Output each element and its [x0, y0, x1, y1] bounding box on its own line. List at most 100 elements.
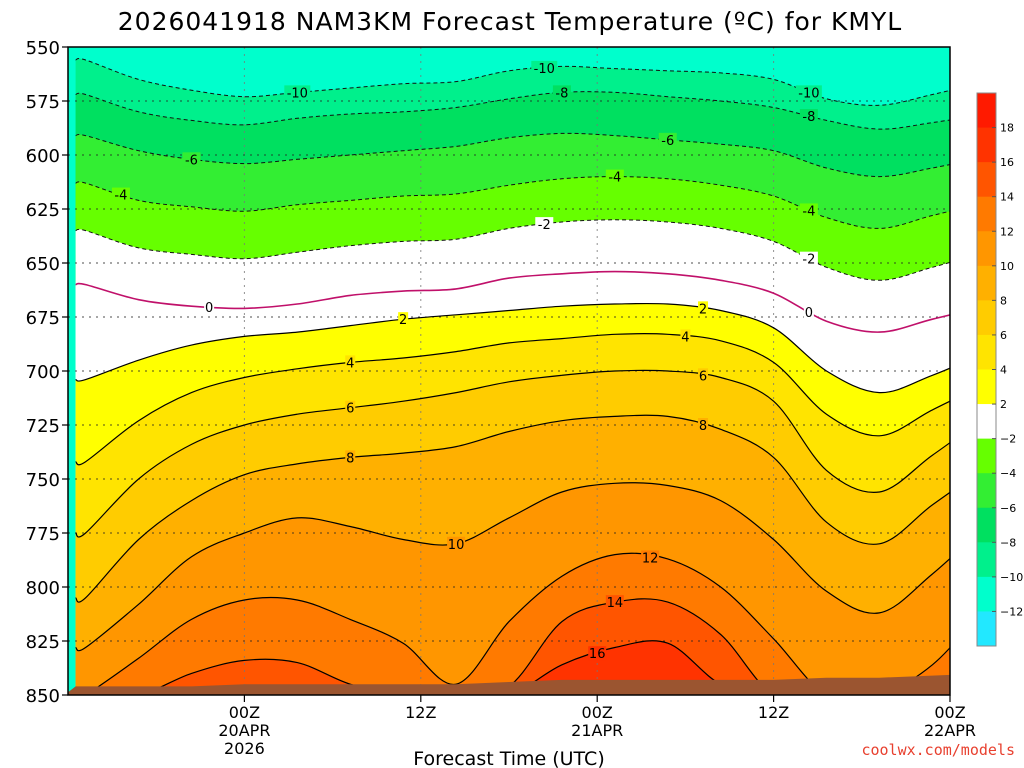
- x-tick-label: 00Z: [934, 703, 965, 722]
- colorbar-swatch: [977, 369, 996, 405]
- x-tick-label: 00Z: [229, 703, 260, 722]
- isotherm-line-6: [75, 369, 950, 538]
- contour-label: 10: [448, 538, 465, 553]
- colorbar-swatch: [977, 196, 996, 232]
- x-tick-label: 20APR: [218, 721, 270, 740]
- contour-label: -10: [287, 86, 308, 101]
- colorbar-swatch: [977, 162, 996, 198]
- y-tick-label: 575: [26, 92, 60, 113]
- colorbar-swatch: [977, 265, 996, 301]
- x-axis-label: Forecast Time (UTC): [413, 748, 604, 768]
- contour-label: -4: [802, 204, 815, 219]
- y-tick-label: 650: [26, 254, 60, 275]
- isotherm-line-minus2: [75, 219, 950, 281]
- isotherm-line-minus6: [75, 132, 950, 178]
- y-tick-label: 825: [26, 632, 60, 653]
- contour-label: -6: [661, 134, 674, 149]
- colorbar-label: 10: [1000, 260, 1014, 273]
- colorbar-label: −4: [1000, 467, 1016, 480]
- contour-label: 0: [805, 306, 813, 321]
- contour-label-bg: [552, 85, 571, 100]
- x-tick-label: 21APR: [571, 721, 623, 740]
- colorbar-label: 16: [1000, 156, 1014, 169]
- contour-label-bg: [111, 187, 130, 202]
- contour-label: -8: [802, 110, 815, 125]
- contour-label: 2: [699, 302, 707, 317]
- contour-label: -2: [538, 218, 551, 233]
- contour-label-bg: [799, 251, 818, 266]
- colorbar-label: 12: [1000, 225, 1014, 238]
- isotherm-line-minus4: [75, 176, 950, 229]
- temperature-fills: [68, 47, 950, 695]
- terrain-fill: [68, 674, 950, 695]
- colorbar-label: −2: [1000, 433, 1016, 446]
- colorbar-label: −10: [1000, 571, 1023, 584]
- contour-label: -8: [555, 86, 568, 101]
- contour-label: -4: [608, 171, 621, 186]
- colorbar-swatch: [977, 576, 996, 612]
- x-tick-label: 12Z: [758, 703, 789, 722]
- contour-label-bg: [803, 304, 814, 319]
- x-tick-label: 22APR: [924, 721, 976, 740]
- contour-label-bg: [799, 109, 818, 124]
- contour-label-bg: [398, 312, 409, 327]
- contour-label: 0: [205, 301, 213, 316]
- contour-label-bg: [698, 301, 709, 316]
- colorbar-label: 6: [1000, 329, 1007, 342]
- x-tick-label: 12Z: [405, 703, 436, 722]
- colorbar-swatch: [977, 611, 996, 647]
- colorbar-swatch: [977, 542, 996, 578]
- grid-lines: [68, 47, 950, 695]
- y-axis: 550 575 600 625 650 675 700 725 750 775 800 825 850: [26, 38, 68, 707]
- contour-label: 6: [346, 402, 354, 417]
- contour-labels: -10-10 -10-8-8-6-6-4-4-4-2-20 022446688101…: [111, 60, 822, 662]
- contour-label: 4: [681, 330, 689, 345]
- colorbar: 18 16 14 12 10 8 6 4 2 −2 −4 −6 −8 −10 −12: [976, 92, 1023, 647]
- contour-label-bg: [799, 203, 818, 218]
- fill-band-14: [75, 598, 950, 695]
- contour-label-bg: [641, 550, 660, 565]
- x-tick-label: 2026: [224, 739, 265, 758]
- contour-label: -2: [802, 253, 815, 268]
- y-tick-label: 675: [26, 308, 60, 329]
- contour-label: 2: [399, 313, 407, 328]
- contour-label-bg: [795, 85, 822, 100]
- contour-label-bg: [284, 85, 311, 100]
- contour-label-bg: [698, 418, 709, 432]
- contour-label-bg: [658, 132, 677, 147]
- contour-label: -10: [798, 86, 819, 101]
- x-tick-label: 00Z: [582, 703, 613, 722]
- contour-label: -10: [534, 62, 555, 77]
- y-tick-label: 800: [26, 578, 60, 599]
- contour-label: 8: [699, 419, 707, 434]
- isotherm-line-10: [75, 482, 950, 652]
- colorbar-label: −12: [1000, 605, 1023, 618]
- colorbar-swatch: [977, 300, 996, 336]
- contour-label: 12: [642, 551, 659, 566]
- y-tick-label: 725: [26, 416, 60, 437]
- colorbar-swatch: [977, 507, 996, 543]
- colorbar-label: 18: [1000, 122, 1014, 135]
- contour-label-bg: [588, 646, 607, 661]
- colorbar-label: 4: [1000, 364, 1007, 377]
- isotherm-line-4: [75, 333, 950, 466]
- contour-label-bg: [182, 152, 201, 167]
- contour-label: 16: [589, 647, 606, 662]
- y-tick-label: 700: [26, 362, 60, 383]
- chart-title: 2026041918 NAM3KM Forecast Temperature (…: [118, 7, 902, 36]
- contour-label-bg: [605, 595, 624, 610]
- isotherm-line-16: [75, 640, 950, 695]
- contour-label-bg: [345, 400, 356, 415]
- credit-text: coolwx.com/models: [861, 741, 1015, 759]
- contour-label-bg: [345, 355, 356, 370]
- contour-label-bg: [698, 368, 709, 383]
- colorbar-label: 2: [1000, 398, 1007, 411]
- contour-label-bg: [535, 217, 554, 232]
- colorbar-label: −6: [1000, 502, 1016, 515]
- colorbar-swatch: [977, 473, 996, 509]
- colorbar-swatch: [977, 231, 996, 267]
- contour-label: 8: [346, 451, 354, 466]
- colorbar-label: −8: [1000, 536, 1016, 549]
- contour-label: -6: [185, 153, 198, 168]
